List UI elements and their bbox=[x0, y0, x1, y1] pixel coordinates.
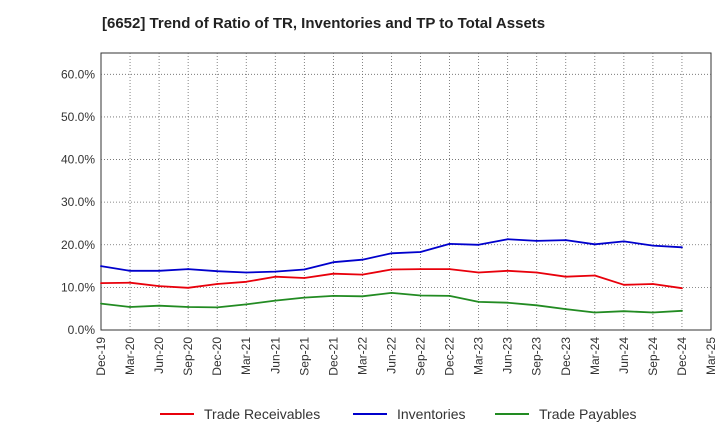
data-point-trade-payables bbox=[419, 294, 422, 297]
data-point-inventories bbox=[216, 270, 219, 273]
data-point-trade-payables bbox=[477, 300, 480, 303]
chart-title: [6652] Trend of Ratio of TR, Inventories… bbox=[102, 15, 546, 32]
data-point-inventories bbox=[100, 265, 102, 267]
data-point-trade-receivables bbox=[332, 272, 335, 275]
data-point-trade-payables bbox=[158, 304, 160, 307]
data-point-trade-receivables bbox=[245, 280, 248, 283]
data-point-inventories bbox=[506, 238, 509, 241]
data-point-inventories bbox=[593, 243, 596, 246]
data-point-inventories bbox=[129, 269, 131, 272]
data-point-trade-payables bbox=[216, 306, 219, 309]
x-tick-label: Dec-20 bbox=[210, 337, 224, 376]
y-tick-label: 50.0% bbox=[61, 110, 95, 124]
data-point-trade-payables bbox=[506, 301, 509, 304]
data-point-inventories bbox=[187, 268, 190, 270]
data-point-trade-receivables bbox=[187, 286, 190, 289]
data-point-inventories bbox=[681, 246, 683, 249]
data-point-inventories bbox=[652, 244, 654, 247]
data-point-trade-receivables bbox=[216, 283, 219, 285]
x-tick-label: Mar-21 bbox=[239, 337, 253, 375]
x-tick-label: Mar-22 bbox=[355, 337, 369, 375]
x-tick-label: Jun-23 bbox=[501, 337, 515, 374]
plot-area bbox=[100, 52, 712, 331]
data-point-trade-payables bbox=[681, 309, 683, 312]
data-point-inventories bbox=[332, 261, 335, 264]
legend-label-trade-receivables: Trade Receivables bbox=[204, 406, 320, 422]
legend-label-inventories: Inventories bbox=[397, 406, 465, 422]
x-tick-label: Sep-24 bbox=[646, 337, 660, 376]
y-tick-label: 60.0% bbox=[61, 67, 95, 81]
x-tick-label: Mar-20 bbox=[123, 337, 137, 375]
data-point-inventories bbox=[622, 240, 625, 243]
data-point-inventories bbox=[477, 243, 480, 246]
data-point-trade-payables bbox=[448, 295, 451, 297]
x-tick-label: Mar-23 bbox=[472, 337, 486, 375]
data-point-inventories bbox=[303, 268, 306, 271]
data-point-trade-payables bbox=[332, 295, 335, 297]
data-point-inventories bbox=[245, 271, 248, 274]
data-point-trade-receivables bbox=[390, 268, 393, 271]
data-point-trade-payables bbox=[535, 304, 538, 307]
data-point-inventories bbox=[535, 240, 538, 242]
x-tick-label: Dec-24 bbox=[675, 337, 689, 376]
data-point-trade-receivables bbox=[564, 275, 567, 278]
data-point-trade-payables bbox=[652, 311, 654, 314]
data-point-trade-payables bbox=[593, 311, 596, 314]
data-point-trade-receivables bbox=[100, 282, 102, 285]
data-point-trade-payables bbox=[245, 303, 248, 306]
y-tick-label: 10.0% bbox=[61, 280, 95, 294]
legend-label-trade-payables: Trade Payables bbox=[539, 406, 637, 422]
data-point-trade-receivables bbox=[419, 268, 422, 270]
x-tick-label: Dec-22 bbox=[443, 337, 457, 376]
x-tick-label: Jun-21 bbox=[268, 337, 282, 374]
data-point-trade-receivables bbox=[129, 281, 131, 284]
y-tick-label: 20.0% bbox=[61, 238, 95, 252]
data-point-trade-receivables bbox=[158, 285, 160, 288]
x-tick-label: Sep-20 bbox=[181, 337, 195, 376]
y-tick-label: 30.0% bbox=[61, 195, 95, 209]
data-point-trade-receivables bbox=[361, 273, 364, 276]
data-point-trade-payables bbox=[274, 299, 277, 302]
data-point-trade-receivables bbox=[274, 275, 277, 278]
y-tick-label: 0.0% bbox=[68, 323, 96, 337]
x-tick-label: Jun-24 bbox=[617, 337, 631, 374]
data-point-trade-receivables bbox=[622, 283, 625, 286]
data-point-inventories bbox=[361, 258, 364, 261]
x-tick-label: Mar-24 bbox=[588, 337, 602, 375]
data-point-trade-receivables bbox=[652, 283, 654, 285]
x-tick-label: Sep-22 bbox=[414, 337, 428, 376]
data-point-trade-payables bbox=[129, 306, 131, 308]
data-point-trade-payables bbox=[622, 310, 625, 313]
x-tick-label: Dec-23 bbox=[559, 337, 573, 376]
data-point-inventories bbox=[448, 243, 451, 245]
data-point-inventories bbox=[564, 239, 567, 241]
x-tick-label: Dec-19 bbox=[94, 337, 108, 376]
data-point-trade-receivables bbox=[448, 268, 451, 270]
data-point-inventories bbox=[390, 252, 393, 255]
data-point-trade-payables bbox=[564, 308, 567, 311]
data-point-trade-payables bbox=[303, 296, 306, 299]
x-tick-label: Sep-21 bbox=[297, 337, 311, 376]
x-tick-label: Mar-25 bbox=[704, 337, 718, 375]
data-point-trade-receivables bbox=[477, 271, 480, 274]
x-tick-label: Sep-23 bbox=[530, 337, 544, 376]
data-point-trade-receivables bbox=[535, 271, 538, 274]
data-point-trade-payables bbox=[187, 306, 190, 308]
data-point-trade-payables bbox=[100, 302, 102, 305]
x-tick-label: Dec-21 bbox=[326, 337, 340, 376]
data-point-trade-payables bbox=[390, 292, 393, 294]
y-tick-label: 40.0% bbox=[61, 153, 95, 167]
data-point-inventories bbox=[419, 251, 422, 253]
data-point-trade-receivables bbox=[681, 287, 683, 290]
x-tick-label: Jun-20 bbox=[152, 337, 166, 374]
data-point-trade-receivables bbox=[303, 277, 306, 279]
data-point-trade-payables bbox=[361, 295, 364, 298]
data-point-trade-receivables bbox=[506, 269, 509, 272]
data-point-inventories bbox=[158, 269, 160, 272]
data-point-inventories bbox=[274, 270, 277, 273]
data-point-trade-receivables bbox=[593, 274, 596, 277]
x-tick-label: Jun-22 bbox=[384, 337, 398, 374]
